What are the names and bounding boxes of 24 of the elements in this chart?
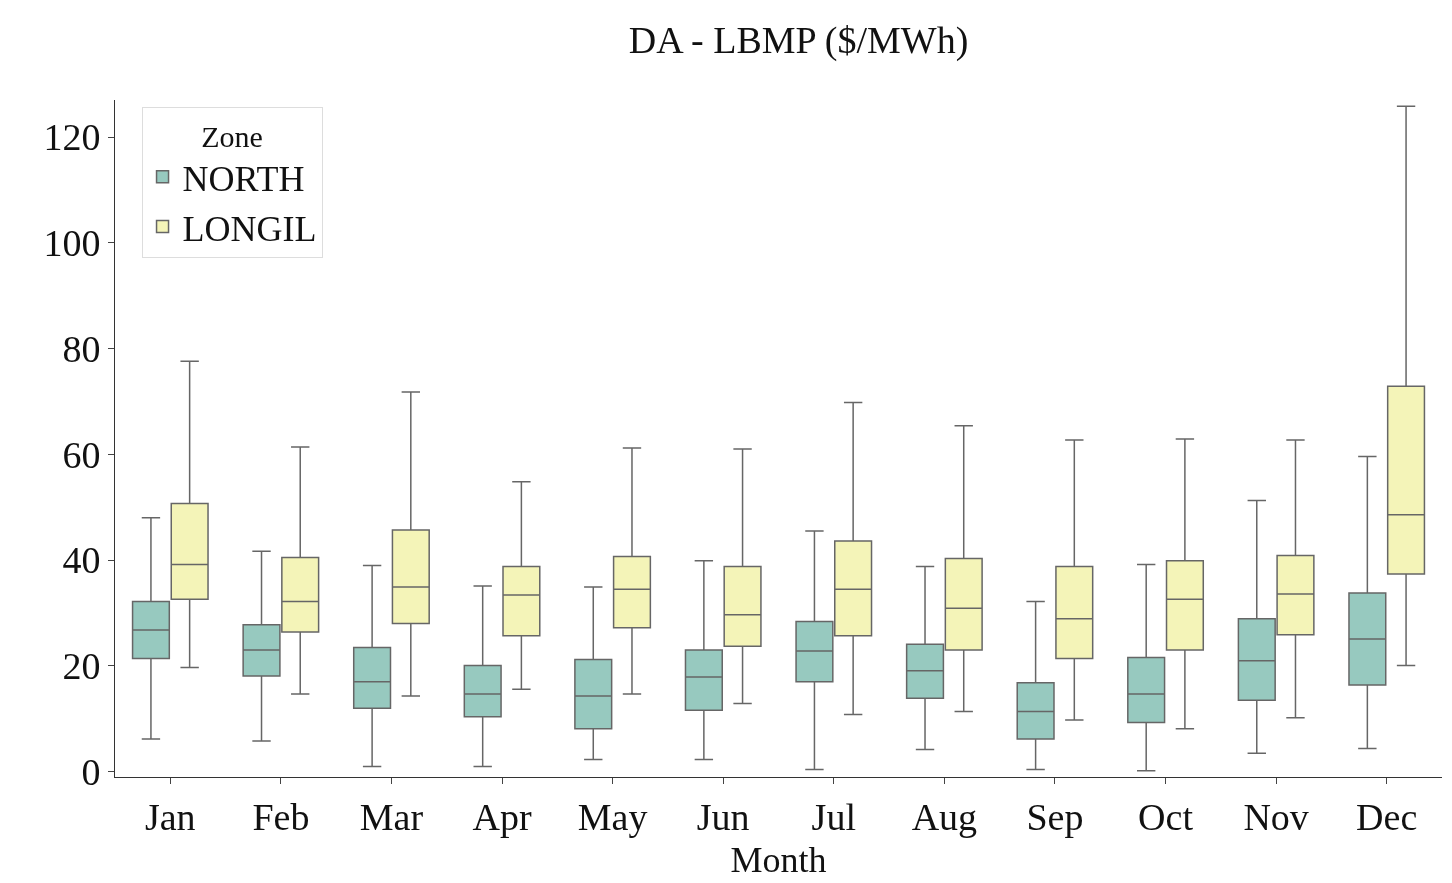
x-axis-title: Month	[730, 840, 827, 881]
x-tick-label: Apr	[472, 795, 532, 838]
y-tick-label: 60	[62, 433, 101, 476]
y-tick-label: 80	[62, 327, 101, 370]
x-tick-label: May	[577, 795, 648, 838]
y-tick-label: 0	[81, 751, 101, 794]
legend-title: Zone	[201, 119, 263, 153]
x-tick-label: Sep	[1026, 795, 1084, 838]
y-tick-label: 20	[62, 645, 101, 688]
x-tick-label: Aug	[911, 795, 978, 838]
x-tick-label: Jan	[144, 795, 196, 838]
legend-label: LONGIL	[182, 208, 317, 249]
x-tick-label: Mar	[359, 795, 424, 838]
x-tick-label: Nov	[1243, 795, 1309, 838]
x-tick-label: Jun	[696, 795, 750, 838]
x-tick-label: Jul	[811, 795, 856, 838]
y-tick-label: 100	[43, 222, 101, 265]
chart-title: DA - LBMP ($/MWh)	[628, 19, 969, 63]
x-tick-label: Feb	[252, 795, 310, 838]
x-tick-label: Dec	[1356, 795, 1418, 838]
legend-label: NORTH	[182, 158, 305, 199]
y-tick-label: 120	[43, 116, 101, 159]
y-tick-label: 40	[62, 539, 101, 582]
x-tick-label: Oct	[1138, 795, 1194, 838]
